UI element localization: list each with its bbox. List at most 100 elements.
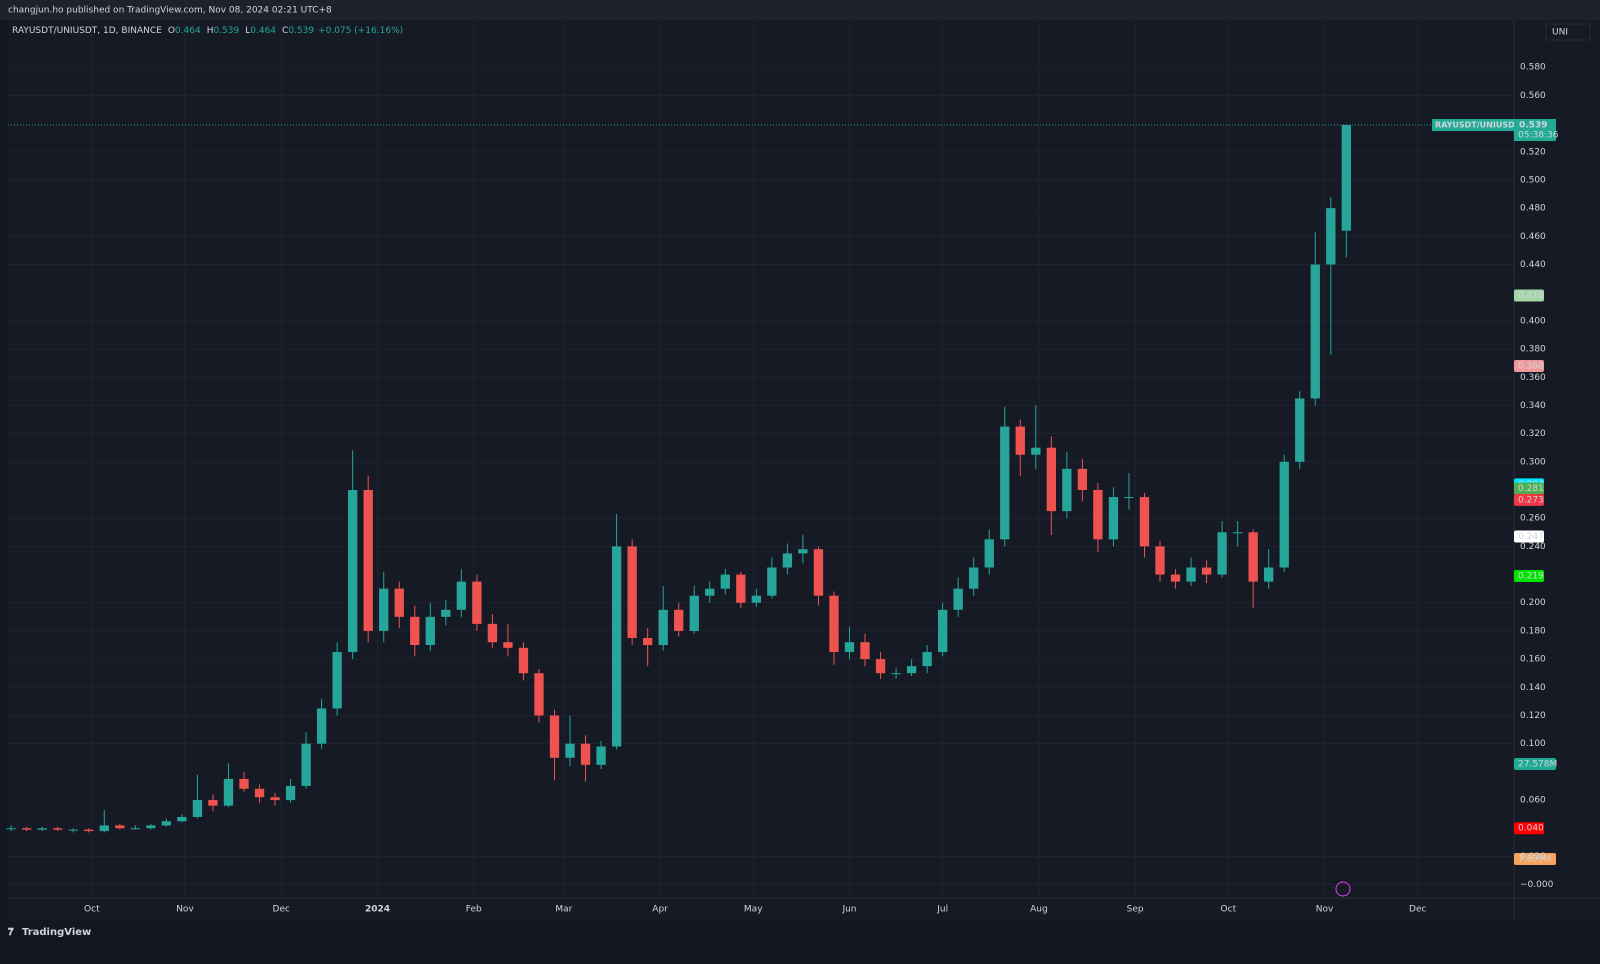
candle-body: [223, 778, 234, 806]
volume-badge-label: 7.899M: [1518, 855, 1552, 865]
candle-body: [254, 788, 265, 798]
candle-body: [596, 746, 606, 765]
candle-body: [1031, 447, 1041, 455]
candle-body: [316, 708, 327, 744]
candle-body: [658, 609, 668, 646]
y-tick-label: 0.400: [1520, 316, 1546, 326]
candle-body: [1124, 497, 1134, 499]
publish-note: changjun.ho published on TradingView.com…: [8, 6, 332, 16]
y-tick-label: 0.240: [1520, 542, 1546, 552]
last-price-badge: [1514, 118, 1556, 141]
price-badge: [1514, 569, 1544, 582]
x-tick-label: Oct: [1221, 905, 1237, 915]
candle-body: [208, 800, 218, 806]
candle-body: [425, 616, 435, 646]
candle-body: [348, 490, 358, 653]
x-tick-label: Nov: [1316, 905, 1334, 915]
candle-body: [1232, 532, 1243, 534]
y-tick-label: 0.560: [1520, 91, 1546, 101]
x-tick-label: Apr: [652, 905, 668, 915]
y-tick-label: 0.340: [1520, 401, 1546, 411]
x-tick-label: Jul: [936, 905, 948, 915]
y-tick-label: 0.360: [1520, 373, 1546, 383]
candle-body: [984, 539, 994, 568]
legend: RAYUSDT/UNIUSDT, 1D, BINANCE O0.464 H0.539…: [12, 26, 403, 36]
candle-body: [969, 567, 979, 589]
candle-body: [161, 821, 172, 826]
candle-body: [720, 574, 730, 589]
candle-body: [813, 549, 824, 596]
y-tick-label: 0.060: [1520, 796, 1546, 806]
y-tick-label: 0.160: [1520, 655, 1546, 665]
flash-icon[interactable]: [1335, 881, 1351, 897]
candle-body: [1108, 497, 1119, 540]
candle-body: [363, 490, 373, 631]
candle-body: [751, 595, 761, 603]
candle-body: [1310, 264, 1320, 399]
price-badge-label: 0.219: [1518, 571, 1544, 581]
candle-body: [674, 609, 684, 631]
legend-item: O: [168, 26, 175, 36]
price-badge-label: 0.281: [1518, 484, 1544, 494]
candle-body: [627, 546, 637, 638]
candle-body: [68, 829, 78, 831]
y-tick-label: 0.180: [1520, 626, 1546, 636]
candle-body: [503, 642, 513, 648]
y-tick-label: 0.460: [1520, 232, 1546, 242]
candle-body: [146, 825, 156, 829]
scale-name-box[interactable]: [1545, 23, 1591, 41]
candle-body: [394, 588, 404, 617]
candle-body: [130, 828, 140, 830]
price-badge-label: 0.368: [1518, 361, 1544, 371]
x-tick-label: Dec: [273, 905, 290, 915]
price-badge: [1514, 822, 1544, 835]
candle-body: [1000, 426, 1010, 540]
price-badge: [1514, 530, 1544, 543]
x-tick-label: Dec: [1409, 905, 1426, 915]
candle-body: [565, 743, 575, 758]
last-price-name: RAYUSDT/UNIUSDT: [1435, 120, 1521, 129]
candle-body: [1015, 426, 1025, 455]
legend-item: C: [282, 26, 288, 36]
scale-name[interactable]: UNI: [1552, 28, 1568, 38]
y-tick-label: 0.520: [1520, 147, 1546, 157]
candle-body: [84, 829, 94, 832]
candle-body: [285, 785, 296, 801]
candle-body: [891, 673, 901, 675]
x-tick-label: Aug: [1030, 905, 1048, 915]
x-tick-label: Feb: [466, 905, 482, 915]
volume-badge: [1514, 853, 1556, 865]
grid: [8, 20, 1514, 898]
last-price-name-bg: [1432, 118, 1514, 131]
y-tick-label: 0.500: [1520, 175, 1546, 185]
candle-body: [875, 659, 886, 674]
candle-body: [736, 574, 746, 603]
candle-body: [1093, 490, 1103, 540]
candle-body: [456, 581, 467, 610]
candle-body: [705, 588, 715, 596]
candle-body: [472, 581, 482, 624]
y-tick-label: 0.260: [1520, 514, 1546, 524]
legend-item: 0.539: [288, 26, 314, 36]
candle-body: [1170, 574, 1181, 582]
footer-bar: [0, 920, 1600, 964]
candle-body: [643, 637, 653, 646]
y-tick-label: 0.320: [1520, 429, 1546, 439]
candle-body: [410, 616, 420, 646]
x-tick-label: Jun: [841, 905, 856, 915]
candle-body: [379, 588, 389, 631]
candle-body: [1264, 567, 1274, 582]
price-badge-label: 0.418: [1518, 291, 1544, 301]
candle-body: [611, 546, 622, 747]
candle-body: [1201, 567, 1212, 575]
candle-body: [906, 666, 917, 674]
y-tick-label: 0.140: [1520, 683, 1546, 693]
candle-body: [1186, 567, 1196, 582]
candle-body: [534, 673, 544, 716]
candle-body: [301, 743, 311, 786]
candle-body: [115, 825, 125, 829]
volume-badge: [1514, 758, 1556, 770]
candle-body: [192, 800, 203, 817]
legend-item: L: [245, 26, 250, 36]
